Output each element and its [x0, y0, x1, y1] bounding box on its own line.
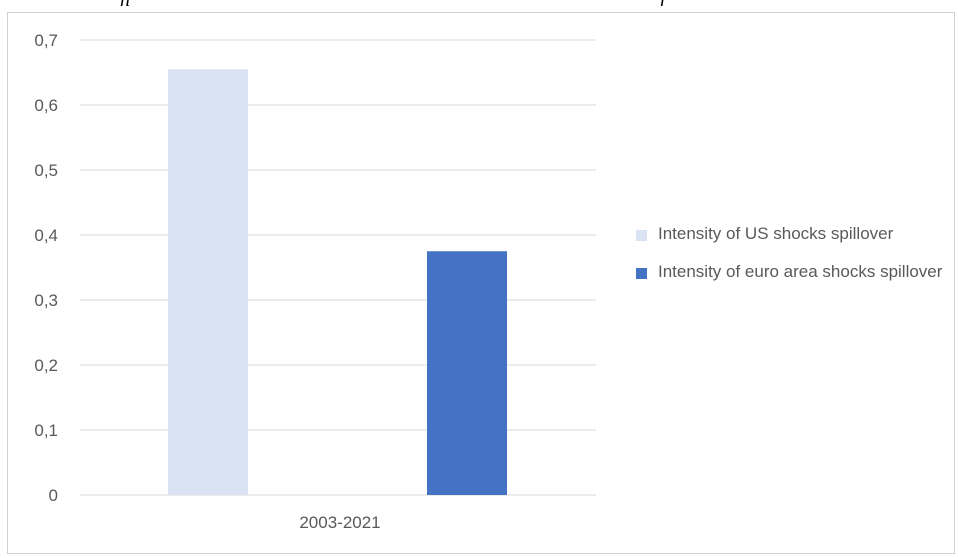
legend: Intensity of US shocks spillover Intensi… [636, 222, 956, 298]
legend-item-euro: Intensity of euro area shocks spillover [636, 260, 956, 284]
legend-swatch-euro [636, 268, 647, 279]
figure-caption-math: r [660, 0, 668, 11]
x-tick-label: 2003-2021 [299, 513, 380, 532]
legend-label-us: Intensity of US shocks spillover [658, 224, 894, 243]
y-tick-label: 0,4 [34, 226, 58, 245]
y-tick-label: 0,5 [34, 161, 58, 180]
legend-swatch-us [636, 230, 647, 241]
bar-us [168, 69, 248, 495]
chart-area [7, 12, 955, 554]
y-tick-label: 0,3 [34, 291, 58, 310]
y-tick-label: 0,1 [34, 421, 58, 440]
caption-strip: h r [0, 0, 958, 14]
y-tick-label: 0,6 [34, 96, 58, 115]
y-tick-label: 0,7 [34, 31, 58, 50]
bar-euro [427, 251, 507, 495]
y-tick-label: 0 [49, 486, 58, 505]
y-tick-label: 0,2 [34, 356, 58, 375]
legend-item-us: Intensity of US shocks spillover [636, 222, 956, 246]
figure-caption: h [120, 0, 130, 11]
legend-label-euro: Intensity of euro area shocks spillover [658, 262, 943, 281]
